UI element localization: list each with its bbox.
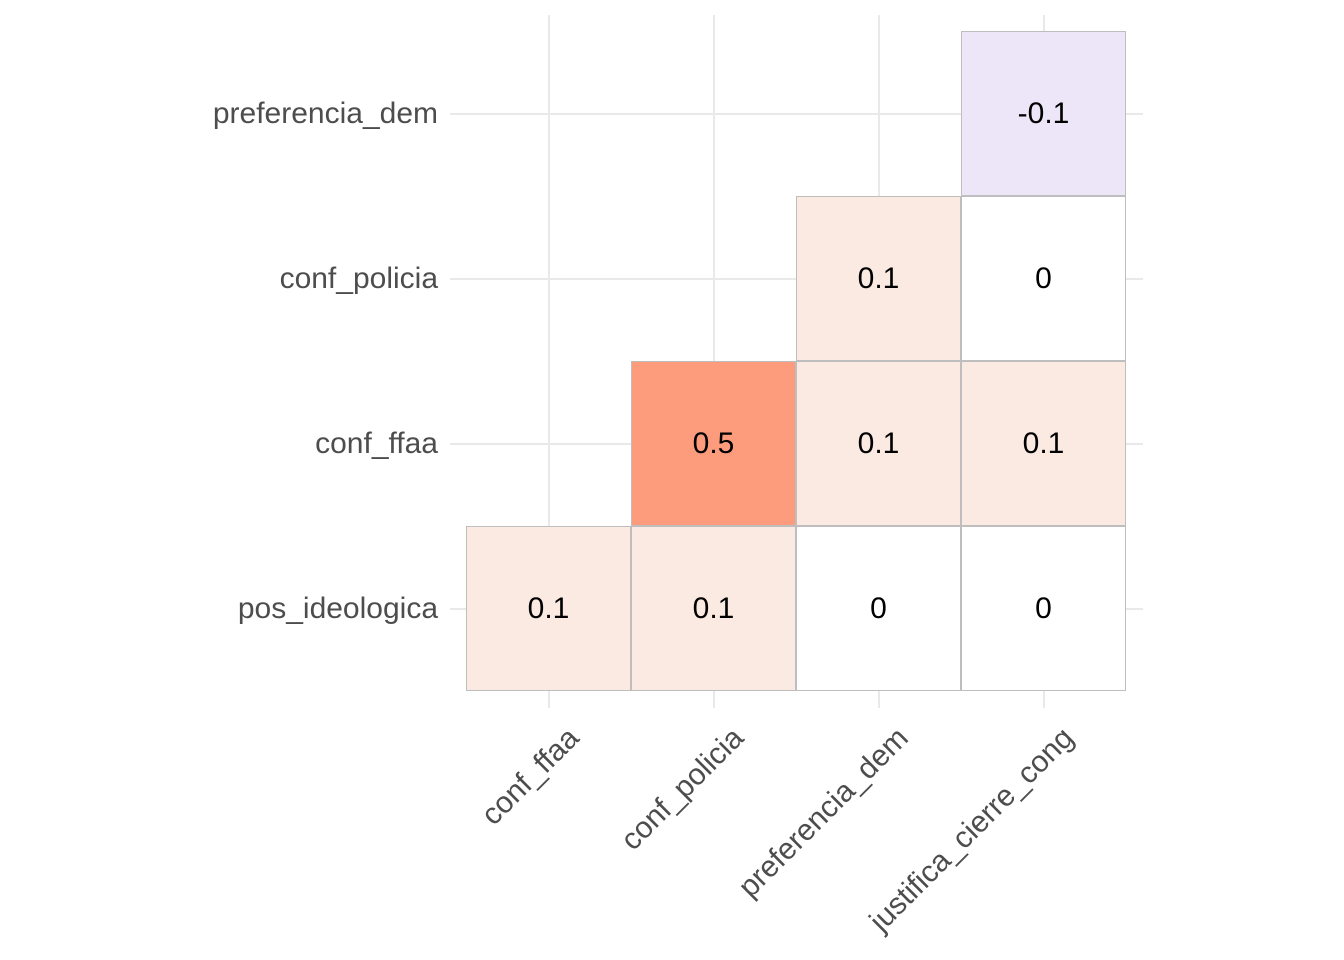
cell-value: 0 [1035,261,1052,295]
cell-value: 0.1 [692,591,735,625]
matrix-cell-conf_ffaa-conf_policia: 0.5 [631,361,796,526]
matrix-cell-conf_policia-justifica_cierre_cong: 0 [961,196,1126,361]
matrix-cell-pos_ideologica-conf_ffaa: 0.1 [466,526,631,691]
y-axis-label-preferencia_dem: preferencia_dem [212,96,438,130]
gridline-horizontal-preferencia_dem [449,112,1143,115]
y-axis-label-conf_policia: conf_policia [279,261,438,295]
y-axis-label-pos_ideologica: pos_ideologica [237,591,438,625]
cell-value: 0 [870,591,887,625]
matrix-cell-conf_policia-preferencia_dem: 0.1 [796,196,961,361]
matrix-cell-pos_ideologica-conf_policia: 0.1 [631,526,796,691]
x-axis-label-conf_policia: conf_policia [614,721,751,857]
matrix-cell-conf_ffaa-justifica_cierre_cong: 0.1 [961,361,1126,526]
cell-value: 0.1 [1022,426,1065,460]
cell-value: 0.1 [857,426,900,460]
matrix-cell-pos_ideologica-preferencia_dem: 0 [796,526,961,691]
cell-value: -0.1 [1017,96,1070,130]
x-axis-label-conf_ffaa: conf_ffaa [474,721,586,832]
matrix-cell-conf_ffaa-preferencia_dem: 0.1 [796,361,961,526]
cell-value: 0.5 [692,426,735,460]
x-axis-label-preferencia_dem: preferencia_dem [732,721,916,904]
matrix-cell-preferencia_dem-justifica_cierre_cong: -0.1 [961,31,1126,196]
cell-value: 0 [1035,591,1052,625]
cell-value: 0.1 [527,591,570,625]
cell-value: 0.1 [857,261,900,295]
matrix-cell-pos_ideologica-justifica_cierre_cong: 0 [961,526,1126,691]
y-axis-label-conf_ffaa: conf_ffaa [315,426,438,460]
gridline-vertical-conf_ffaa [547,14,550,708]
